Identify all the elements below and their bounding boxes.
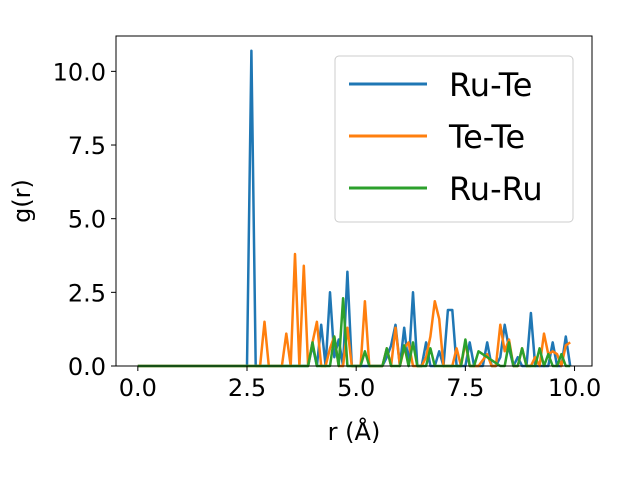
legend-label: Ru-Te bbox=[449, 66, 532, 104]
legend: Ru-Te Te-Te Ru-Ru bbox=[334, 55, 574, 223]
x-tick-label: 2.5 bbox=[228, 374, 266, 402]
plot-frame bbox=[115, 35, 593, 367]
y-tick-label: 0.0 bbox=[68, 353, 106, 381]
x-axis-label: r (Å) bbox=[328, 417, 381, 446]
series-line-te-te bbox=[137, 252, 571, 368]
legend-box bbox=[334, 55, 574, 223]
x-tick-label: 10.0 bbox=[548, 374, 601, 402]
legend-label: Te-Te bbox=[448, 118, 525, 156]
legend-item-ru-ru: Ru-Ru bbox=[349, 170, 543, 208]
y-tick-label: 10.0 bbox=[53, 58, 106, 86]
y-tick-label: 2.5 bbox=[68, 279, 106, 307]
x-tick-label: 7.5 bbox=[446, 374, 484, 402]
x-tick-label: 0.0 bbox=[119, 374, 157, 402]
x-axis: 0.0 2.5 5.0 7.5 10.0 bbox=[119, 366, 601, 402]
legend-item-te-te: Te-Te bbox=[349, 118, 525, 156]
legend-item-ru-te: Ru-Te bbox=[349, 66, 532, 104]
series-line-ru-ru bbox=[137, 296, 571, 368]
legend-items: Ru-Te Te-Te Ru-Ru bbox=[349, 66, 543, 208]
x-tick-label: 5.0 bbox=[337, 374, 375, 402]
y-axis: 0.0 2.5 5.0 7.5 10.0 bbox=[53, 58, 116, 381]
y-tick-label: 5.0 bbox=[68, 206, 106, 234]
y-tick-label: 7.5 bbox=[68, 132, 106, 160]
legend-label: Ru-Ru bbox=[449, 170, 543, 208]
y-axis-label: g(r) bbox=[8, 179, 36, 223]
